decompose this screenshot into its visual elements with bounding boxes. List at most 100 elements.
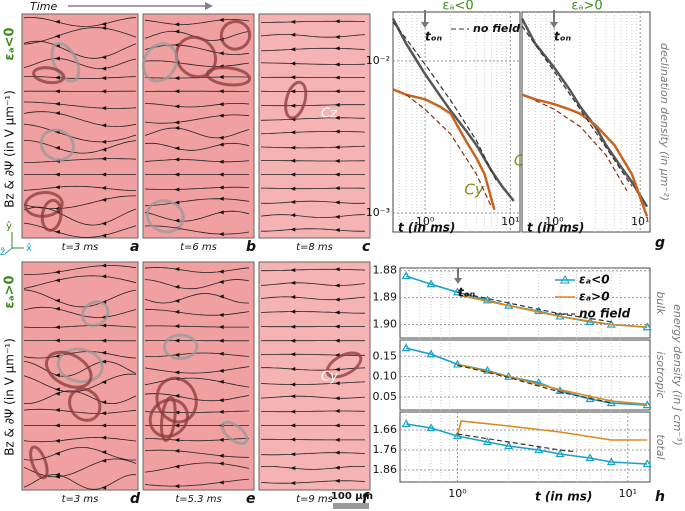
legend-label: no field [473,22,520,35]
streamline [261,228,365,232]
stream-arrow [174,298,180,303]
time-label: t=6 ms [180,242,217,253]
streamline [23,40,137,59]
stream-arrow [334,102,340,107]
streamline [23,265,137,275]
stream-arrow [334,19,340,24]
stream-arrow [54,278,60,283]
stream-arrow [174,393,180,398]
stream-arrow [290,423,296,428]
streamline [260,381,366,386]
stream-arrow [54,89,60,94]
streamline [261,187,366,190]
series-line [406,423,648,465]
streamline [23,58,137,70]
stream-arrow [290,61,296,66]
streamline [23,206,137,226]
streamline [23,447,137,461]
stream-arrow [174,309,180,314]
stream-arrow [101,323,107,328]
stream-arrow [218,437,224,442]
streamline [23,123,137,143]
stream-arrow [101,350,107,355]
stream-arrow [218,398,224,403]
streamline [23,306,137,318]
stream-arrow [218,379,224,384]
streamline [144,44,250,55]
streamline [23,437,137,443]
stream-arrow [101,66,107,71]
y-tick-label: 10⁻³ [366,206,390,219]
panel-bg [258,261,371,491]
x-tick-label: 10⁰ [416,215,435,228]
streamline [23,458,137,478]
stream-arrow [101,338,107,343]
stream-arrow [290,481,296,486]
stream-arrow [334,297,340,302]
stream-arrow [174,89,180,94]
panel-bg [21,261,139,491]
time-label: t=9 ms [296,494,333,505]
stream-arrow [334,396,340,401]
ton-arrow-head [550,22,558,28]
stream-arrow [218,351,224,356]
streamline [23,361,137,377]
series-line [521,25,633,187]
data-point [482,437,492,446]
stream-arrow [290,367,296,372]
streamline [144,114,250,124]
streamline [261,367,366,371]
streamline [261,160,365,162]
panel-letter: e [246,491,256,507]
stream-arrow [218,338,224,343]
stream-arrow [290,19,296,24]
stream-arrow [174,464,180,469]
stream-arrow [174,338,180,343]
stream-arrow [334,367,340,372]
stream-arrow [334,115,340,120]
defect-loop [44,350,93,389]
streamline [260,353,365,356]
series-line [457,363,648,406]
streamline [144,267,250,273]
stream-arrow [290,75,296,80]
stream-arrow [290,103,296,108]
panel-letter: a [130,239,139,255]
stream-arrow [334,310,340,315]
chart: 0.15 0.10 0.05 isotropic [373,339,667,411]
side-label: isotropic [654,351,667,398]
streamline [260,282,366,286]
data-point [585,453,595,462]
streamline [260,130,366,135]
defect-loop [205,66,252,87]
streamline [144,198,250,207]
stream-arrow [334,338,340,343]
streamline [261,438,365,441]
condition-label: εₐ<0 [3,27,18,60]
streamline [261,104,365,107]
y-tick-label: 1.90 [373,318,398,331]
ton-label: tₒₙ [554,30,572,44]
defect-loop [220,420,249,446]
field-panel [141,13,255,239]
stream-arrow [290,382,296,387]
panel-letter: f [362,491,370,507]
data-point [401,419,411,428]
stream-arrow [101,359,107,364]
stream-arrow [174,410,180,415]
streamline [144,325,249,328]
time-label: t=3 ms [62,242,99,253]
stream-arrow [334,465,340,470]
stream-arrow [54,145,60,150]
stream-arrow [101,233,107,238]
streamline [260,117,366,121]
streamline [260,395,366,399]
series-line [392,21,498,183]
x-axis-label: t (in ms) [527,221,584,235]
time-label: t=5.3 ms [175,494,221,505]
stream-arrow [334,478,340,483]
field-label: Bz & ∂Ψ (in V μm⁻¹) [3,338,17,456]
stream-arrow [290,89,296,94]
data-point [452,431,462,440]
streamline [23,111,137,127]
